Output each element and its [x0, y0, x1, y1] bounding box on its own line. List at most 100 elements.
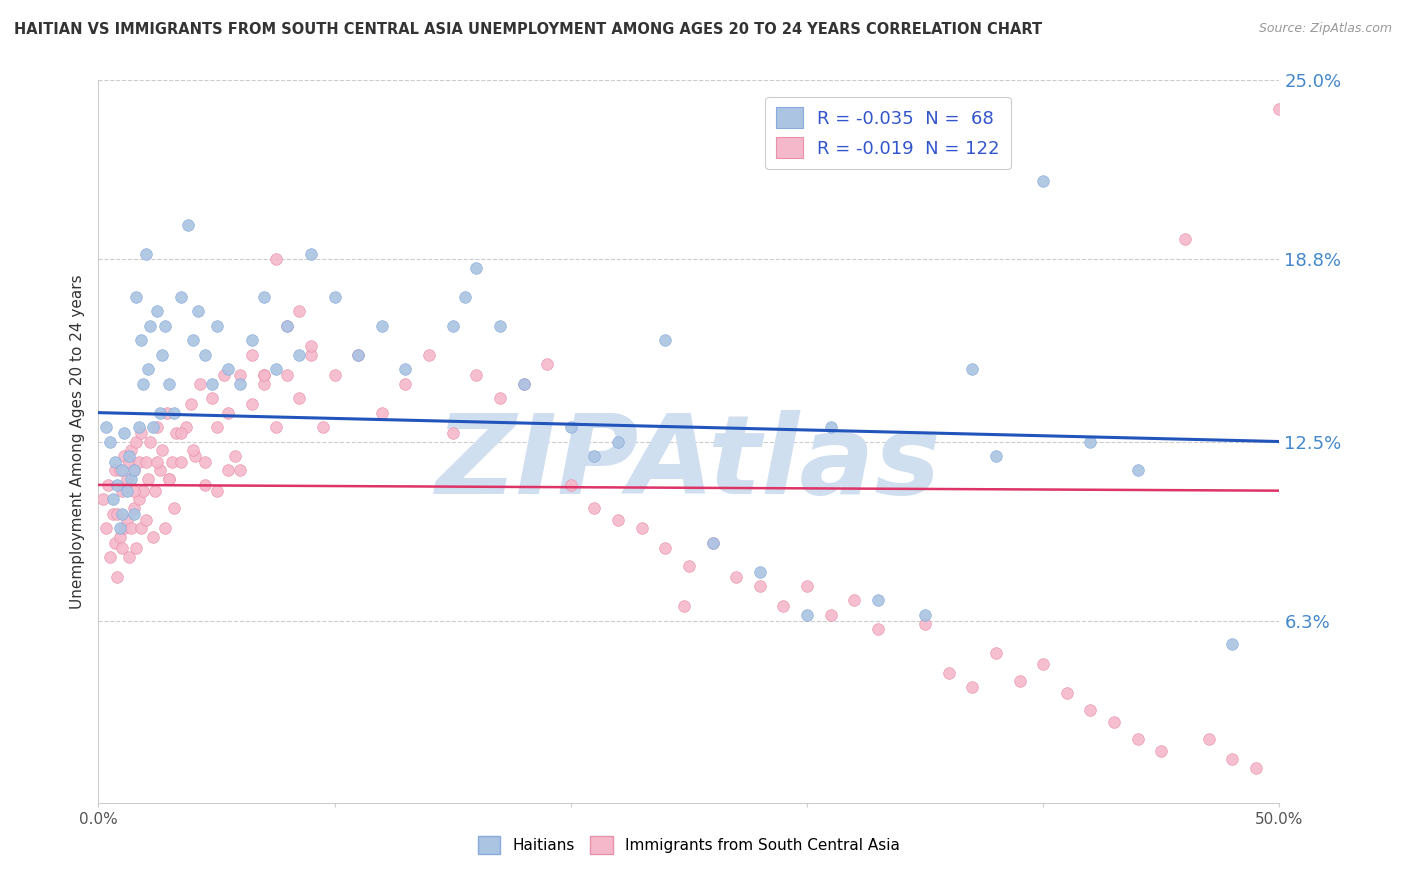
Point	[194, 455, 217, 469]
Point	[418, 348, 440, 362]
Point	[607, 512, 630, 526]
Point	[149, 406, 172, 420]
Point	[125, 541, 148, 556]
Point	[150, 443, 173, 458]
Point	[673, 599, 696, 614]
Point	[108, 530, 131, 544]
Point	[1279, 252, 1302, 267]
Point	[121, 443, 143, 458]
Point	[1080, 434, 1102, 449]
Point	[441, 318, 464, 333]
Point	[217, 463, 239, 477]
Point	[1174, 232, 1197, 246]
Point	[217, 406, 239, 420]
Point	[153, 318, 176, 333]
Point	[122, 463, 145, 477]
Point	[1102, 714, 1125, 729]
Point	[702, 535, 724, 549]
Point	[188, 376, 211, 391]
Point	[111, 507, 134, 521]
Point	[163, 501, 186, 516]
Point	[146, 455, 169, 469]
Point	[453, 290, 475, 304]
Point	[132, 483, 155, 498]
Point	[1032, 657, 1054, 671]
Point	[984, 646, 1007, 660]
Point	[111, 483, 134, 498]
Point	[101, 492, 124, 507]
Point	[938, 665, 960, 680]
Point	[136, 362, 159, 376]
Point	[323, 290, 346, 304]
Point	[128, 420, 150, 434]
Point	[465, 261, 488, 276]
Point	[170, 290, 193, 304]
Point	[121, 521, 143, 535]
Point	[312, 420, 335, 434]
Point	[264, 252, 287, 267]
Point	[253, 368, 276, 382]
Point	[129, 521, 152, 535]
Point	[264, 420, 287, 434]
Point	[654, 541, 676, 556]
Point	[229, 376, 252, 391]
Point	[212, 368, 235, 382]
Point	[866, 623, 889, 637]
Point	[253, 368, 276, 382]
Point	[157, 472, 180, 486]
Point	[104, 455, 127, 469]
Point	[394, 362, 416, 376]
Point	[115, 483, 138, 498]
Point	[288, 348, 311, 362]
Point	[702, 535, 724, 549]
Point	[962, 362, 984, 376]
Point	[128, 455, 150, 469]
Point	[820, 420, 842, 434]
Point	[264, 362, 287, 376]
Point	[194, 348, 217, 362]
Point	[122, 501, 145, 516]
Point	[1244, 761, 1267, 775]
Point	[146, 420, 169, 434]
Point	[288, 304, 311, 318]
Point	[157, 376, 180, 391]
Point	[394, 376, 416, 391]
Point	[276, 318, 298, 333]
Point	[174, 420, 197, 434]
Point	[135, 246, 157, 260]
Point	[748, 579, 770, 593]
Point	[187, 304, 209, 318]
Point	[583, 449, 606, 463]
Point	[156, 406, 179, 420]
Point	[135, 512, 157, 526]
Legend: Haitians, Immigrants from South Central Asia: Haitians, Immigrants from South Central …	[471, 830, 907, 860]
Point	[163, 406, 186, 420]
Point	[1056, 686, 1078, 700]
Point	[157, 472, 180, 486]
Point	[94, 420, 117, 434]
Point	[112, 425, 135, 440]
Point	[725, 570, 748, 584]
Point	[125, 434, 148, 449]
Point	[153, 521, 176, 535]
Point	[276, 318, 298, 333]
Point	[177, 218, 200, 232]
Point	[914, 616, 936, 631]
Point	[139, 434, 162, 449]
Point	[1126, 463, 1149, 477]
Point	[121, 472, 143, 486]
Point	[122, 463, 145, 477]
Point	[560, 420, 582, 434]
Point	[748, 565, 770, 579]
Point	[229, 368, 252, 382]
Y-axis label: Unemployment Among Ages 20 to 24 years: Unemployment Among Ages 20 to 24 years	[69, 274, 84, 609]
Point	[184, 449, 207, 463]
Point	[143, 483, 166, 498]
Point	[205, 420, 228, 434]
Point	[98, 434, 121, 449]
Text: Source: ZipAtlas.com: Source: ZipAtlas.com	[1258, 22, 1392, 36]
Point	[654, 334, 676, 348]
Point	[205, 318, 228, 333]
Point	[180, 397, 202, 411]
Point	[796, 579, 818, 593]
